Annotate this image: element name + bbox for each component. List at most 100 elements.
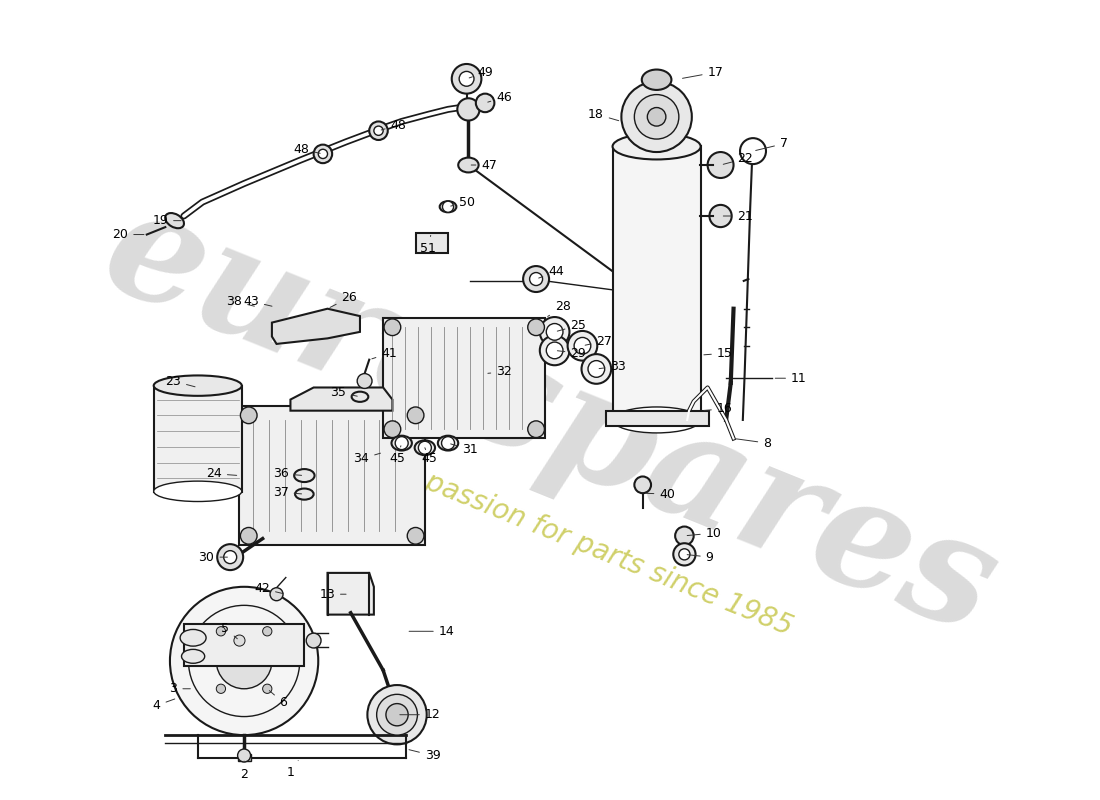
Ellipse shape (165, 213, 184, 228)
Circle shape (635, 94, 679, 139)
Text: 30: 30 (199, 550, 228, 564)
Circle shape (367, 685, 427, 744)
Circle shape (241, 407, 257, 424)
Text: 29: 29 (558, 346, 586, 360)
Circle shape (370, 122, 388, 140)
Bar (613, 146, 701, 420)
Text: 38: 38 (227, 294, 254, 308)
Text: 31: 31 (451, 443, 477, 456)
Text: 20: 20 (112, 228, 144, 241)
Circle shape (223, 550, 236, 564)
Text: 3: 3 (169, 682, 190, 695)
Text: 27: 27 (585, 334, 613, 348)
Circle shape (217, 684, 226, 694)
Text: 45: 45 (389, 446, 405, 466)
Text: 43: 43 (243, 294, 272, 308)
Circle shape (238, 749, 251, 762)
Ellipse shape (182, 650, 205, 663)
Circle shape (442, 201, 453, 212)
Circle shape (582, 354, 612, 384)
Text: 34: 34 (353, 452, 381, 466)
Text: 45: 45 (421, 448, 438, 466)
Ellipse shape (180, 630, 206, 646)
Bar (154, 386, 242, 492)
Text: 17: 17 (682, 66, 724, 79)
Circle shape (395, 437, 408, 450)
Bar (238, 754, 251, 761)
Circle shape (234, 635, 245, 646)
Text: 2: 2 (240, 761, 248, 781)
Ellipse shape (392, 436, 411, 450)
Text: 24: 24 (206, 467, 236, 480)
Circle shape (263, 626, 272, 636)
Circle shape (679, 549, 690, 560)
Bar (383, 318, 546, 438)
Text: 33: 33 (600, 360, 626, 373)
Text: 39: 39 (409, 749, 441, 762)
Text: 51: 51 (420, 235, 436, 255)
Ellipse shape (459, 158, 478, 173)
Circle shape (540, 317, 570, 346)
Circle shape (386, 703, 408, 726)
Circle shape (529, 273, 542, 286)
Text: 12: 12 (399, 708, 441, 722)
Circle shape (418, 442, 431, 454)
Text: 21: 21 (724, 210, 754, 222)
Circle shape (710, 205, 732, 227)
Circle shape (673, 543, 695, 566)
Ellipse shape (154, 375, 242, 396)
Circle shape (547, 342, 563, 358)
Ellipse shape (613, 134, 701, 159)
Text: 14: 14 (409, 625, 454, 638)
Text: 19: 19 (152, 214, 182, 227)
Text: 22: 22 (724, 152, 754, 165)
Text: 44: 44 (539, 265, 564, 278)
Circle shape (376, 694, 417, 735)
Text: 4: 4 (153, 699, 175, 712)
Text: 9: 9 (688, 550, 714, 564)
Text: 46: 46 (487, 91, 512, 104)
Text: 47: 47 (471, 158, 497, 171)
Ellipse shape (295, 489, 313, 500)
Circle shape (740, 138, 766, 164)
Circle shape (476, 94, 494, 112)
Circle shape (458, 98, 480, 121)
Circle shape (306, 633, 321, 648)
Circle shape (547, 323, 563, 340)
Text: 28: 28 (548, 300, 571, 317)
Text: 40: 40 (646, 487, 675, 501)
Polygon shape (328, 573, 374, 614)
Text: 48: 48 (293, 142, 320, 156)
Bar (416, 233, 448, 253)
Bar (240, 406, 425, 545)
Text: a passion for parts since 1985: a passion for parts since 1985 (397, 458, 796, 642)
Circle shape (407, 407, 424, 424)
Circle shape (707, 152, 734, 178)
Text: 25: 25 (558, 319, 586, 332)
Circle shape (621, 82, 692, 152)
Ellipse shape (641, 70, 671, 90)
Circle shape (528, 319, 544, 335)
Circle shape (263, 684, 272, 694)
Circle shape (384, 319, 400, 335)
Ellipse shape (415, 440, 436, 455)
Ellipse shape (294, 469, 315, 482)
Bar (606, 410, 708, 426)
Text: eurospares: eurospares (84, 174, 1016, 666)
Circle shape (217, 633, 272, 689)
Circle shape (459, 71, 474, 86)
Text: 5: 5 (221, 622, 238, 638)
Text: 26: 26 (330, 291, 358, 307)
Circle shape (318, 150, 328, 158)
Circle shape (635, 477, 651, 493)
Circle shape (384, 421, 400, 438)
Polygon shape (290, 387, 393, 410)
Circle shape (188, 606, 299, 717)
Circle shape (540, 335, 570, 366)
Circle shape (568, 331, 597, 361)
Text: 13: 13 (319, 588, 346, 601)
Text: 50: 50 (451, 195, 475, 209)
Text: 42: 42 (254, 582, 283, 595)
Polygon shape (272, 309, 360, 344)
Text: 7: 7 (756, 137, 788, 150)
